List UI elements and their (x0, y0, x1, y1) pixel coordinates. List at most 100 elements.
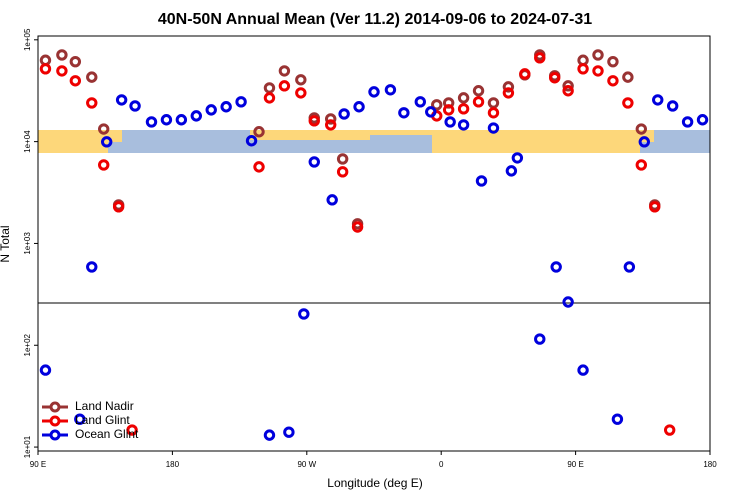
point (98, 159, 110, 171)
point (56, 65, 68, 77)
point (126, 424, 138, 436)
point (145, 116, 158, 128)
point (324, 113, 337, 125)
point (205, 104, 217, 116)
point (638, 136, 650, 148)
point (86, 261, 98, 273)
point (548, 72, 561, 84)
point (263, 429, 276, 441)
point (607, 75, 619, 87)
land (38, 130, 108, 153)
point (160, 114, 173, 126)
y-tick-label: 1e+02 (23, 333, 32, 356)
point (295, 74, 307, 86)
point (534, 333, 546, 345)
point (663, 424, 676, 436)
legend-marker (49, 401, 61, 413)
point (295, 87, 307, 99)
point (115, 94, 128, 106)
point (457, 92, 470, 104)
point (607, 55, 619, 68)
legend-marker (49, 429, 61, 441)
legend-label: Land Glint (75, 413, 130, 427)
point (592, 49, 604, 61)
point (74, 413, 86, 425)
point (472, 85, 485, 97)
point (190, 110, 202, 122)
point (652, 94, 664, 106)
point (298, 308, 310, 320)
point (263, 92, 276, 104)
point (278, 65, 291, 77)
point (666, 100, 679, 112)
land (432, 130, 640, 153)
legend-marker (49, 415, 61, 427)
chart-title: 40N-50N Annual Mean (Ver 11.2) 2014-09-0… (158, 11, 592, 28)
point (245, 135, 258, 147)
x-tick-label: 0 (439, 460, 444, 469)
point (622, 97, 634, 109)
point (86, 97, 98, 109)
legend-label: Ocean Glint (75, 427, 139, 441)
point (308, 115, 320, 127)
point (263, 82, 276, 94)
point (457, 103, 470, 115)
point (534, 52, 546, 64)
point (649, 201, 661, 213)
x-axis-label: Longitude (deg E) (327, 476, 422, 490)
point (577, 364, 589, 376)
point (69, 55, 82, 68)
point (502, 87, 515, 99)
point (39, 63, 52, 75)
point (324, 119, 337, 131)
point (112, 201, 125, 213)
point (336, 153, 349, 165)
point (129, 100, 141, 112)
point (56, 49, 68, 61)
point (326, 194, 338, 206)
map-strip (38, 130, 710, 153)
y-tick-label: 1e+04 (23, 130, 32, 153)
point (475, 175, 488, 187)
point (353, 101, 365, 113)
point (611, 413, 624, 425)
point (100, 136, 113, 148)
point (253, 161, 265, 173)
point (384, 84, 397, 96)
point (175, 114, 188, 126)
point (235, 96, 247, 108)
point (457, 119, 470, 131)
point (635, 123, 648, 135)
point (622, 71, 634, 83)
y-tick-label: 1e+05 (23, 28, 32, 51)
point (398, 107, 410, 119)
point (98, 123, 110, 135)
point (635, 159, 648, 171)
point (414, 96, 426, 108)
point (308, 156, 320, 168)
point (511, 152, 524, 164)
point (487, 122, 500, 134)
y-axis-label: N Total (0, 225, 12, 262)
point (351, 221, 364, 233)
point (562, 80, 574, 92)
point (681, 116, 694, 128)
point (442, 104, 455, 116)
point (696, 114, 709, 126)
point (623, 261, 636, 273)
point (487, 97, 500, 109)
x-tick-label: 90 E (30, 460, 46, 469)
point (278, 80, 291, 92)
point (368, 86, 380, 98)
x-tick-label: 180 (166, 460, 180, 469)
point (487, 107, 500, 119)
point (562, 85, 574, 97)
point (431, 99, 443, 111)
legend-label: Land Nadir (75, 399, 134, 413)
land (370, 130, 440, 135)
x-tick-label: 180 (703, 460, 717, 469)
point (338, 108, 350, 120)
point (444, 116, 456, 128)
point (39, 364, 52, 376)
